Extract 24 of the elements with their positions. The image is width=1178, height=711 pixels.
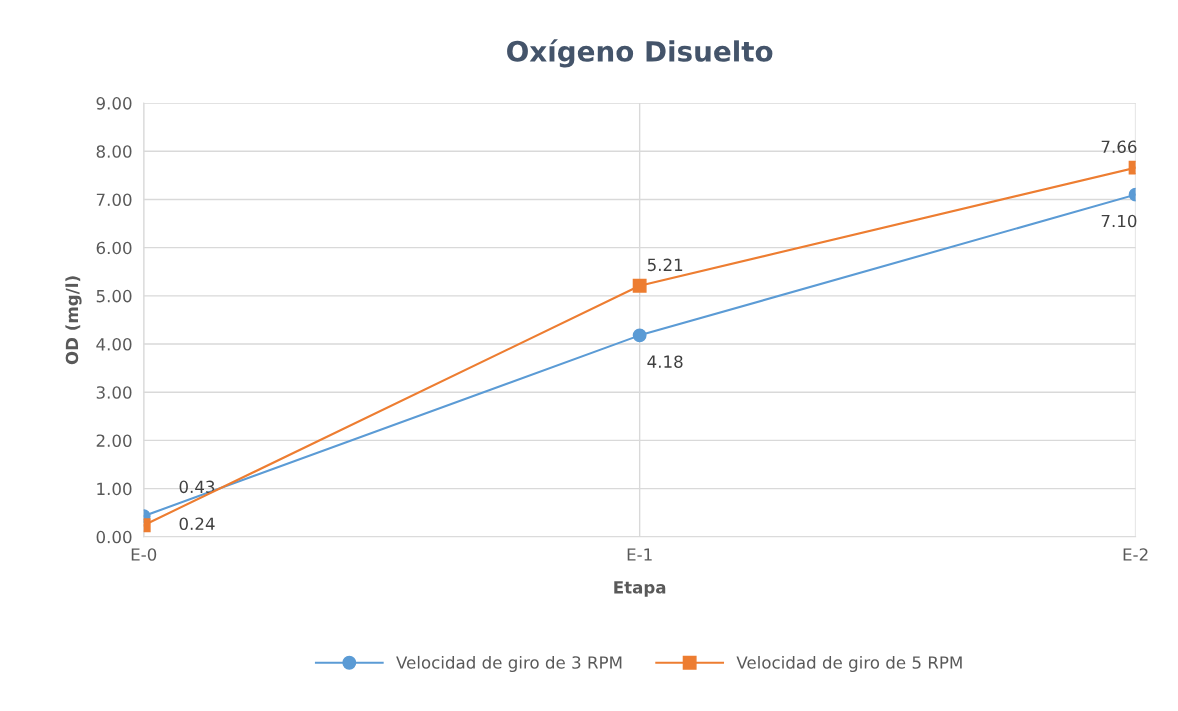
data-label: 0.24 (179, 517, 215, 531)
y-tick-label: 3.00 (96, 386, 132, 399)
y-tick-label: 8.00 (96, 145, 132, 158)
data-label: 7.10 (1101, 214, 1137, 228)
y-tick-label: 9.00 (96, 97, 132, 110)
y-tick-label: 5.00 (96, 289, 132, 303)
data-label: 4.18 (647, 355, 683, 368)
y-tick-label: 7.00 (96, 193, 132, 207)
y-axis-title: OD (mg/l) (65, 276, 82, 365)
data-label: 5.21 (647, 258, 683, 272)
legend-label: Velocidad de giro de 5 RPM (736, 655, 962, 673)
chart-title: Oxígeno Disuelto (507, 39, 773, 68)
y-tick-label: 4.00 (96, 338, 132, 351)
data-label: 0.43 (179, 480, 215, 494)
y-tick-label: 0.00 (96, 530, 132, 544)
data-label: 7.66 (1101, 140, 1137, 154)
x-tick-label: E-1 (627, 548, 652, 561)
legend-label: Velocidad de giro de 3 RPM (396, 655, 622, 673)
y-tick-label: 1.00 (97, 482, 132, 496)
x-axis-title: Etapa (614, 581, 666, 597)
y-tick-label: 2.00 (96, 434, 132, 447)
y-tick-label: 6.00 (96, 241, 132, 255)
x-tick-label: E-2 (1123, 548, 1148, 561)
x-tick-label: E-0 (131, 548, 157, 561)
